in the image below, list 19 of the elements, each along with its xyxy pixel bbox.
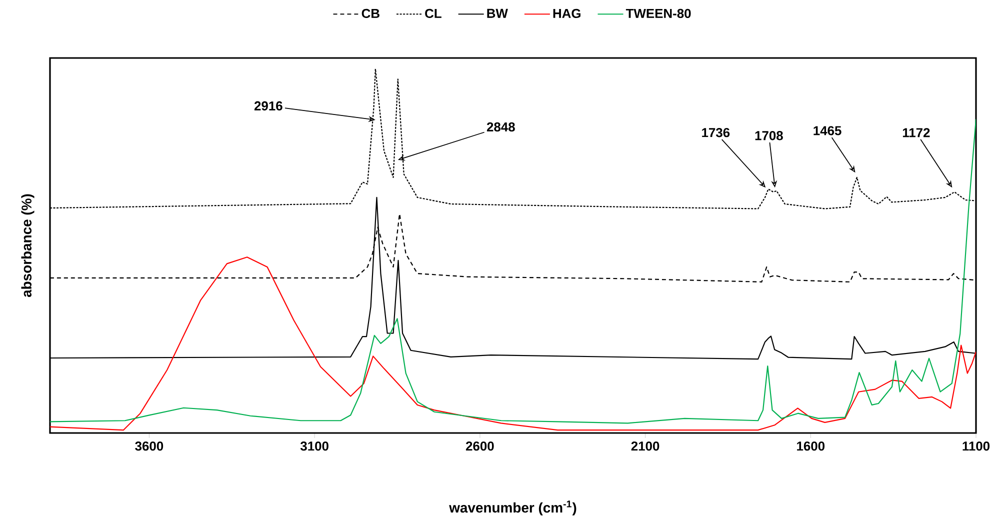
x-tick-label: 2600 xyxy=(466,442,494,451)
legend-label: BW xyxy=(487,8,508,18)
annotation: 1172 xyxy=(902,128,930,138)
x-tick-label: 3100 xyxy=(300,442,328,451)
x-tick-label: 3600 xyxy=(135,442,164,451)
annotation: 1736 xyxy=(702,128,730,138)
x-axis-title: wavenumber (cm$^{-1}$) xyxy=(449,500,576,516)
legend-label: TWEEN-80 xyxy=(626,8,691,18)
annotation: 2848 xyxy=(486,122,515,132)
x-tick-label: 1600 xyxy=(797,442,825,451)
annotation: 1465 xyxy=(814,126,842,136)
annotation: 1708 xyxy=(755,131,783,140)
x-tick-label: 1100 xyxy=(962,442,990,451)
legend-label: HAG xyxy=(553,8,580,18)
legend-label: CB xyxy=(362,8,380,18)
y-axis-title: absorbance (%) xyxy=(21,194,34,298)
x-tick-label: 2100 xyxy=(631,442,660,451)
annotation: 2916 xyxy=(254,101,282,110)
legend-label: CL xyxy=(425,8,442,18)
